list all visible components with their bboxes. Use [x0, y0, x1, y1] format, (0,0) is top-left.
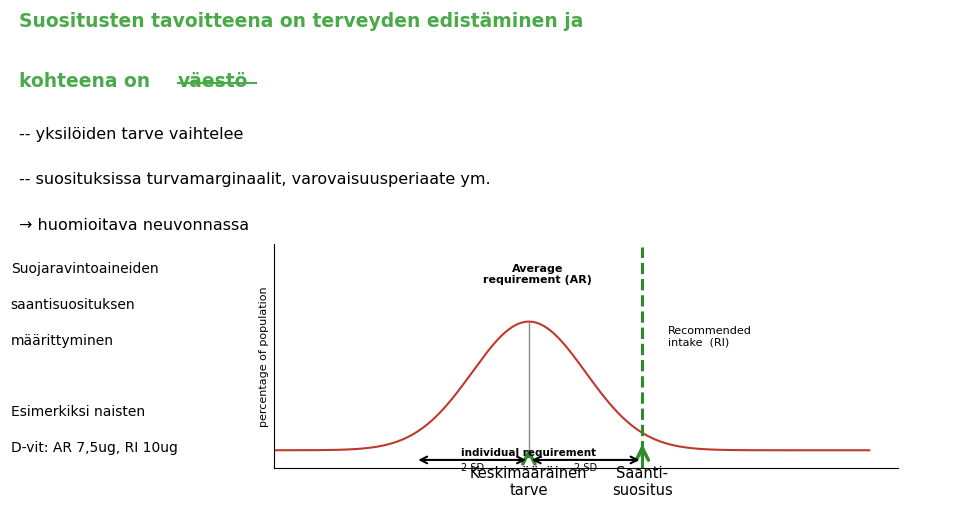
Text: 2 SD: 2 SD — [574, 463, 597, 473]
Text: 2 SD: 2 SD — [461, 463, 484, 473]
Text: Saanti-
suositus: Saanti- suositus — [612, 466, 673, 498]
Text: määrittyminen: määrittyminen — [11, 334, 113, 348]
Text: väestö: väestö — [178, 72, 248, 91]
Text: Suojaravintoaineiden: Suojaravintoaineiden — [11, 262, 158, 276]
Text: individual requirement: individual requirement — [462, 448, 596, 458]
Text: Keskimääräinen
tarve: Keskimääräinen tarve — [470, 466, 588, 498]
Text: Average
requirement (AR): Average requirement (AR) — [483, 264, 591, 285]
Text: D-vit: AR 7,5ug, RI 10ug: D-vit: AR 7,5ug, RI 10ug — [11, 441, 178, 455]
Text: kohteena on: kohteena on — [19, 72, 156, 91]
Text: Suositusten tavoitteena on terveyden edistäminen ja: Suositusten tavoitteena on terveyden edi… — [19, 12, 584, 31]
Y-axis label: percentage of population: percentage of population — [259, 286, 270, 426]
Text: -- suosituksissa turvamarginaalit, varovaisuusperiaate ym.: -- suosituksissa turvamarginaalit, varov… — [19, 172, 491, 187]
Text: → huomioitava neuvonnassa: → huomioitava neuvonnassa — [19, 218, 250, 232]
Text: Esimerkiksi naisten: Esimerkiksi naisten — [11, 406, 145, 420]
Text: -- yksilöiden tarve vaihtelee: -- yksilöiden tarve vaihtelee — [19, 127, 244, 142]
Text: saantisuosituksen: saantisuosituksen — [11, 298, 135, 312]
Text: Recommended
intake  (RI): Recommended intake (RI) — [668, 326, 752, 348]
